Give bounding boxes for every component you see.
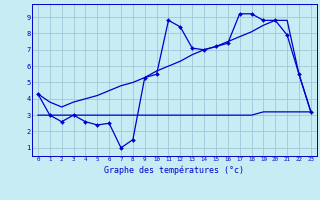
X-axis label: Graphe des températures (°c): Graphe des températures (°c) (104, 165, 244, 175)
